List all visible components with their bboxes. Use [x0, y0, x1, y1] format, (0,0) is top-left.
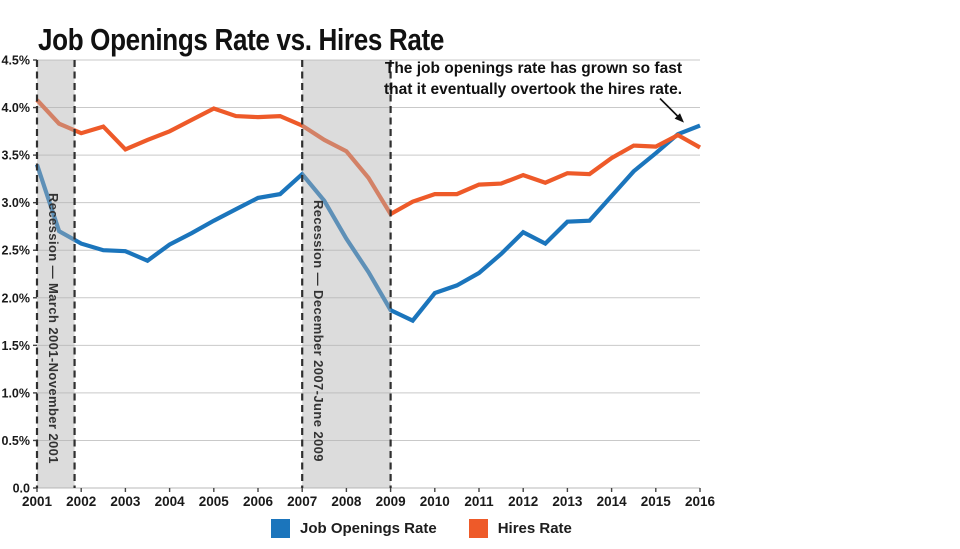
y-tick-label: 1.5% [2, 339, 31, 353]
y-tick-label: 4.5% [2, 54, 31, 68]
recession-band-label: Recession — December 2007-June 2009 [311, 200, 326, 462]
annotation-arrow-line [659, 97, 679, 117]
x-tick-label: 2004 [155, 494, 186, 509]
x-tick-label: 2015 [641, 494, 672, 509]
x-tick-label: 2014 [597, 494, 628, 509]
x-tick-label: 2013 [552, 494, 583, 509]
x-tick-label: 2002 [66, 494, 96, 509]
x-tick-label: 2011 [464, 494, 494, 509]
chart-title-text: Job Openings Rate vs. Hires Rate [38, 21, 445, 57]
hires-swatch-icon [468, 519, 488, 538]
x-tick-label: 2007 [287, 494, 317, 509]
legend-label-hires: Hires Rate [497, 520, 572, 537]
x-tick-label: 2006 [243, 494, 274, 509]
recession-band [37, 60, 75, 488]
annotation-line-1: The job openings rate has grown so fast [384, 60, 682, 77]
annotation: The job openings rate has grown so fast … [384, 58, 682, 100]
legend-item-job-openings: Job Openings Rate [271, 519, 437, 538]
job-openings-swatch-icon [271, 519, 290, 538]
y-tick-label: 0.0 [13, 482, 30, 496]
annotation-arrow-head-icon [674, 113, 684, 123]
recession-band-label: Recession — March 2001-November 2001 [46, 193, 61, 464]
annotation-line-2: that it eventually overtook the hires ra… [383, 81, 682, 98]
y-tick-label: 3.0% [2, 196, 31, 210]
x-tick-label: 2001 [22, 494, 53, 509]
y-tick-label: 2.0% [2, 291, 31, 305]
x-tick-label: 2003 [110, 494, 141, 509]
y-tick-label: 4.0% [2, 101, 31, 115]
hires-rate-line [35, 98, 702, 217]
y-tick-label: 2.5% [2, 244, 31, 258]
x-tick-label: 2005 [199, 494, 230, 509]
y-tick-label: 3.5% [2, 149, 31, 163]
recession-band [302, 60, 391, 488]
x-tick-label: 2008 [331, 494, 362, 509]
legend-item-hires: Hires Rate [468, 519, 572, 538]
y-tick-label: 0.5% [2, 434, 31, 448]
x-tick-label: 2009 [376, 494, 406, 509]
x-tick-label: 2016 [685, 494, 716, 509]
x-tick-label: 2010 [420, 494, 450, 509]
y-tick-label: 1.0% [2, 386, 31, 400]
chart-title: Job Openings Rate vs. Hires Rate [38, 22, 521, 58]
x-tick-label: 2012 [508, 494, 538, 509]
legend: Job Openings Rate Hires Rate [271, 519, 572, 538]
legend-label-job-openings: Job Openings Rate [300, 520, 437, 537]
job-openings-rate-line [35, 123, 701, 324]
